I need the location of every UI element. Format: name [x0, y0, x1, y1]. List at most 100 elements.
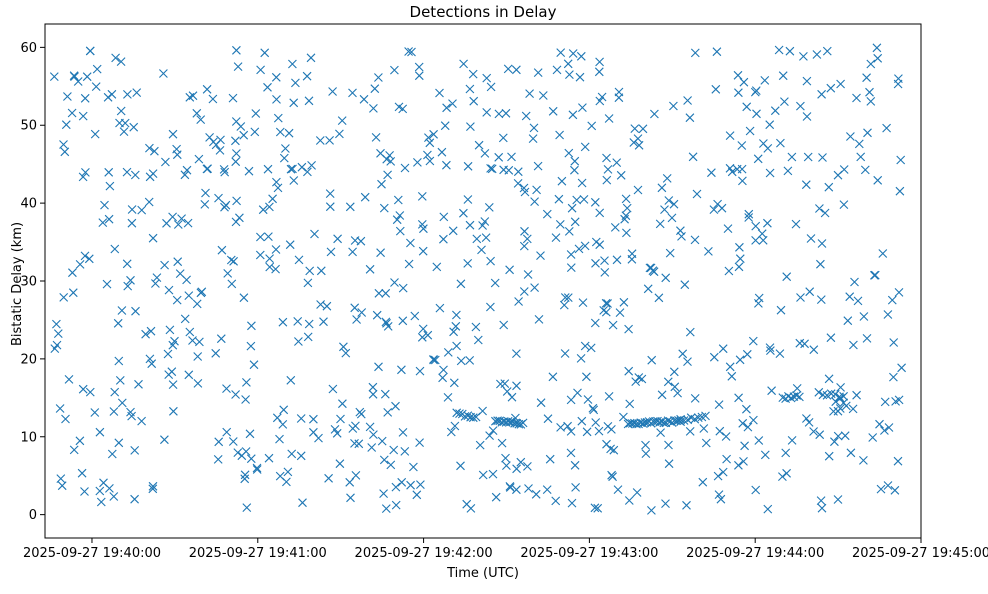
- data-point: [272, 413, 282, 423]
- data-point: [417, 192, 427, 201]
- data-point: [565, 70, 574, 79]
- data-point: [478, 221, 487, 230]
- data-point: [712, 47, 722, 57]
- data-point: [543, 414, 553, 424]
- data-point: [452, 310, 461, 320]
- data-point: [169, 406, 178, 416]
- x-tick-label: 2025-09-27 19:40:00: [23, 546, 161, 561]
- data-point: [497, 438, 507, 448]
- data-point: [137, 205, 147, 215]
- data-point: [265, 202, 274, 212]
- data-point: [271, 264, 280, 274]
- data-point: [641, 440, 650, 450]
- data-point: [669, 199, 679, 209]
- data-point: [896, 155, 906, 165]
- data-point: [622, 203, 632, 213]
- data-point: [693, 413, 703, 422]
- data-point: [627, 254, 637, 264]
- data-point: [487, 164, 497, 174]
- data-point: [324, 473, 333, 483]
- data-point: [685, 327, 695, 337]
- data-point: [90, 129, 100, 139]
- data-point: [370, 84, 380, 94]
- data-point: [283, 467, 293, 477]
- data-point: [279, 153, 289, 163]
- data-point: [488, 426, 498, 435]
- data-point: [727, 371, 737, 381]
- data-point: [555, 220, 565, 229]
- data-point: [500, 379, 510, 388]
- data-point: [90, 408, 100, 417]
- data-point: [586, 343, 596, 353]
- data-point: [513, 179, 523, 188]
- data-point: [673, 388, 682, 398]
- data-point: [127, 205, 137, 214]
- data-point: [412, 490, 422, 500]
- data-point: [69, 445, 79, 455]
- data-point: [538, 91, 548, 100]
- data-point: [80, 487, 89, 496]
- data-point: [415, 438, 424, 447]
- data-point: [485, 431, 494, 440]
- data-point: [440, 121, 450, 131]
- data-point: [407, 47, 416, 57]
- data-point: [505, 265, 514, 275]
- data-point: [763, 218, 772, 228]
- data-point: [817, 89, 826, 99]
- data-point: [713, 199, 722, 209]
- data-point: [683, 357, 692, 366]
- data-point: [103, 92, 113, 102]
- data-point: [335, 129, 344, 139]
- data-point: [109, 492, 119, 501]
- data-point: [296, 451, 306, 461]
- data-point: [548, 106, 558, 116]
- data-point: [180, 314, 190, 324]
- data-point: [465, 356, 475, 365]
- data-point: [582, 372, 591, 382]
- data-point: [468, 413, 478, 423]
- data-point: [326, 247, 336, 257]
- data-point: [667, 213, 677, 223]
- data-point: [275, 127, 285, 137]
- data-point: [624, 324, 633, 334]
- data-point: [563, 421, 572, 431]
- data-point: [512, 349, 521, 358]
- data-point: [580, 341, 590, 351]
- data-point: [252, 465, 262, 474]
- data-point: [357, 308, 367, 317]
- data-point: [880, 397, 890, 407]
- data-point: [718, 467, 728, 477]
- data-point: [151, 279, 160, 288]
- data-point: [382, 154, 392, 164]
- data-point: [348, 247, 357, 257]
- data-point: [610, 223, 620, 232]
- data-point: [336, 414, 345, 424]
- data-point: [148, 484, 158, 494]
- data-point: [279, 405, 289, 415]
- data-point: [61, 120, 71, 130]
- data-point: [734, 393, 743, 403]
- data-point: [778, 393, 788, 402]
- data-point: [226, 255, 236, 265]
- data-point: [725, 362, 735, 372]
- data-point: [739, 457, 748, 466]
- data-point: [889, 372, 898, 382]
- data-point: [91, 82, 101, 91]
- data-point: [512, 464, 521, 474]
- data-point: [168, 380, 178, 389]
- data-point: [870, 270, 879, 280]
- data-point: [381, 317, 391, 327]
- data-point: [369, 104, 378, 113]
- data-point: [570, 156, 580, 166]
- data-point: [754, 299, 763, 308]
- data-point: [833, 431, 843, 441]
- data-point: [863, 128, 872, 138]
- data-point: [715, 426, 725, 436]
- data-point: [850, 277, 859, 287]
- data-point: [522, 234, 532, 244]
- data-point: [60, 147, 70, 157]
- data-point: [84, 254, 94, 264]
- data-point: [443, 393, 453, 402]
- data-point: [536, 398, 546, 408]
